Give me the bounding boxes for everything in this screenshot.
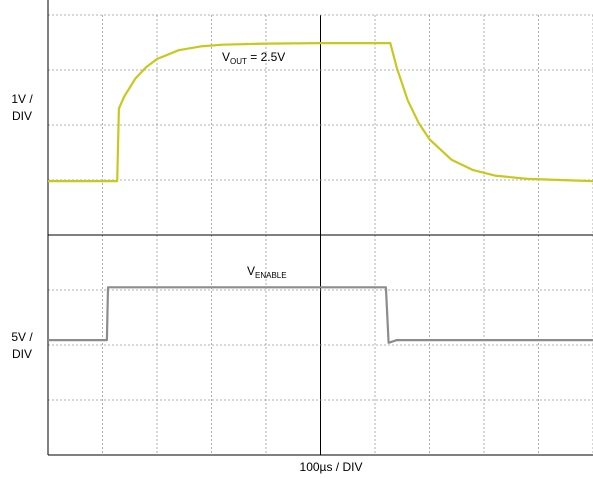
x-axis-label: 100µs / DIV [300,460,363,474]
annotation-main: V [222,50,230,64]
annotation: VENABLE [247,264,287,280]
annotation-sub: OUT [230,57,247,66]
scale-label: 1V / [11,92,33,106]
trace [48,286,593,344]
annotation-main: V [247,264,255,278]
scale-label: DIV [12,109,32,123]
annotation: VOUT = 2.5V [222,50,285,66]
scale-label: 5V / [11,330,33,344]
trace [48,42,593,183]
annotation-rest: = 2.5V [247,50,285,64]
scale-label: DIV [12,347,32,361]
annotation-sub: ENABLE [255,271,287,280]
